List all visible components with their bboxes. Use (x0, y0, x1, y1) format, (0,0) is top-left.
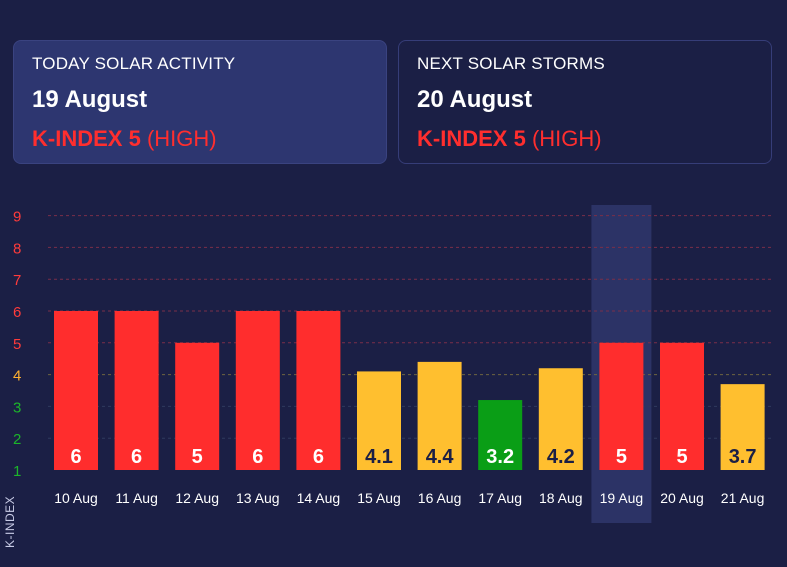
bar (296, 311, 341, 470)
bar-value-label: 6 (313, 446, 324, 468)
bar (599, 342, 644, 470)
next-k-level: HIGH (539, 126, 595, 151)
next-card-kindex: K-INDEX 5 (HIGH) (417, 126, 602, 151)
x-tick-label: 17 Aug (478, 490, 522, 506)
x-tick-label: 21 Aug (721, 490, 765, 506)
x-tick-label: 14 Aug (297, 490, 341, 506)
x-tick-label: 19 Aug (600, 490, 644, 506)
bar (175, 342, 220, 470)
bar-value-label: 5 (192, 446, 203, 468)
bar-value-label: 6 (70, 446, 81, 468)
today-card-date: 19 August (32, 86, 148, 113)
x-tick-label: 16 Aug (418, 490, 462, 506)
y-tick-label: 9 (13, 209, 21, 226)
x-tick-label: 13 Aug (236, 490, 280, 506)
today-k-value: 5 (128, 126, 141, 151)
bar (478, 400, 523, 470)
x-tick-label: 10 Aug (54, 490, 98, 506)
bar (720, 384, 765, 470)
x-tick-label: 11 Aug (115, 490, 158, 506)
x-tick-label: 20 Aug (660, 490, 704, 506)
today-card-kindex: K-INDEX 5 (HIGH) (32, 126, 217, 151)
bar-value-label: 4.1 (365, 446, 393, 468)
bar-value-label: 5 (616, 446, 627, 468)
today-k-prefix: K-INDEX (32, 126, 123, 151)
next-card-date: 20 August (417, 86, 533, 113)
bar-value-label: 4.2 (547, 446, 575, 468)
next-k-value: 5 (513, 126, 526, 151)
bar-value-label: 3.7 (729, 446, 757, 468)
x-tick-label: 18 Aug (539, 490, 583, 506)
y-tick-label: 1 (13, 463, 21, 480)
bar (538, 368, 583, 470)
y-tick-label: 5 (13, 336, 21, 353)
x-tick-label: 15 Aug (357, 490, 401, 506)
bar (235, 311, 280, 470)
bar (417, 361, 462, 470)
bar (54, 311, 98, 470)
bar-value-label: 5 (676, 446, 687, 468)
today-k-level: HIGH (154, 126, 210, 151)
today-card-label: TODAY SOLAR ACTIVITY (32, 54, 236, 73)
bar-value-label: 6 (252, 446, 263, 468)
x-tick-label: 12 Aug (175, 490, 219, 506)
next-storms-card: NEXT SOLAR STORMS 20 August K-INDEX 5 (H… (398, 40, 772, 164)
next-k-prefix: K-INDEX (417, 126, 508, 151)
bar-value-label: 6 (131, 446, 142, 468)
y-tick-label: 8 (13, 240, 21, 257)
bar (660, 342, 704, 470)
y-tick-label: 3 (13, 399, 21, 416)
bar (357, 371, 401, 470)
next-card-label: NEXT SOLAR STORMS (417, 54, 605, 73)
y-axis-label: K-INDEX (3, 495, 17, 548)
today-activity-card: TODAY SOLAR ACTIVITY 19 August K-INDEX 5… (13, 40, 387, 164)
y-tick-label: 2 (13, 431, 21, 448)
bar (114, 311, 159, 470)
y-tick-label: 7 (13, 272, 21, 289)
bar-value-label: 3.2 (486, 446, 514, 468)
y-tick-label: 6 (13, 304, 21, 321)
bar-value-label: 4.4 (426, 446, 455, 468)
y-tick-label: 4 (13, 368, 21, 385)
